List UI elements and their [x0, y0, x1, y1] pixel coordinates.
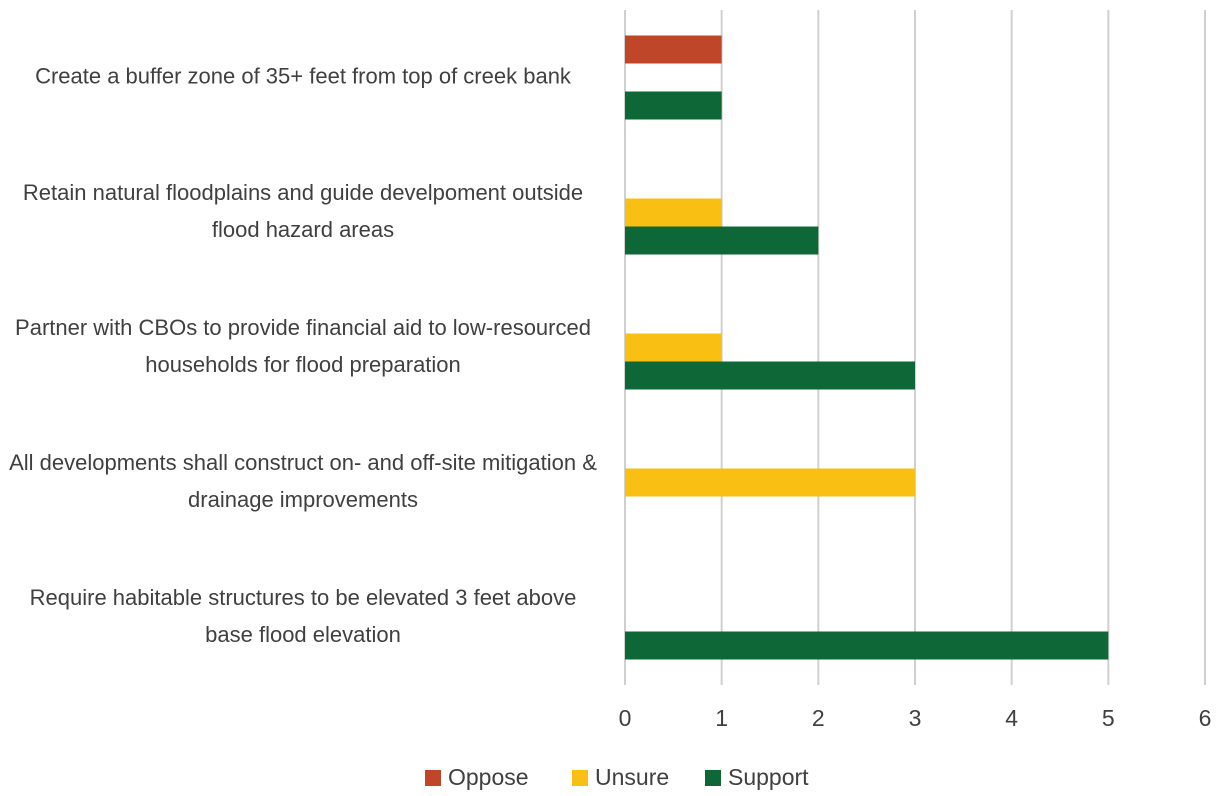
bar — [625, 198, 722, 227]
category-label: Require habitable structures to be eleva… — [29, 584, 577, 647]
bar — [625, 333, 722, 362]
x-tick-label: 3 — [909, 705, 922, 731]
legend-swatch — [425, 770, 441, 786]
category-label: Retain natural floodplains and guide dev… — [22, 179, 584, 242]
bar — [625, 631, 1109, 660]
category-label: Partner with CBOs to provide financial a… — [15, 314, 591, 377]
legend-label: Support — [728, 764, 809, 790]
legend-label: Oppose — [448, 764, 529, 790]
x-tick-label: 4 — [1005, 705, 1018, 731]
x-tick-label: 2 — [812, 705, 825, 731]
legend-swatch — [572, 770, 588, 786]
x-tick-label: 0 — [619, 705, 632, 731]
bar — [625, 35, 722, 64]
legend-label: Unsure — [595, 764, 669, 790]
bar — [625, 361, 915, 390]
bar — [625, 91, 722, 120]
bar — [625, 226, 819, 255]
x-tick-label: 1 — [715, 705, 728, 731]
category-label: All developments shall construct on- and… — [9, 449, 597, 512]
x-tick-label: 6 — [1199, 705, 1212, 731]
x-tick-label: 5 — [1102, 705, 1115, 731]
bar — [625, 468, 915, 497]
category-label: Create a buffer zone of 35+ feet from to… — [35, 63, 571, 88]
legend-swatch — [705, 770, 721, 786]
